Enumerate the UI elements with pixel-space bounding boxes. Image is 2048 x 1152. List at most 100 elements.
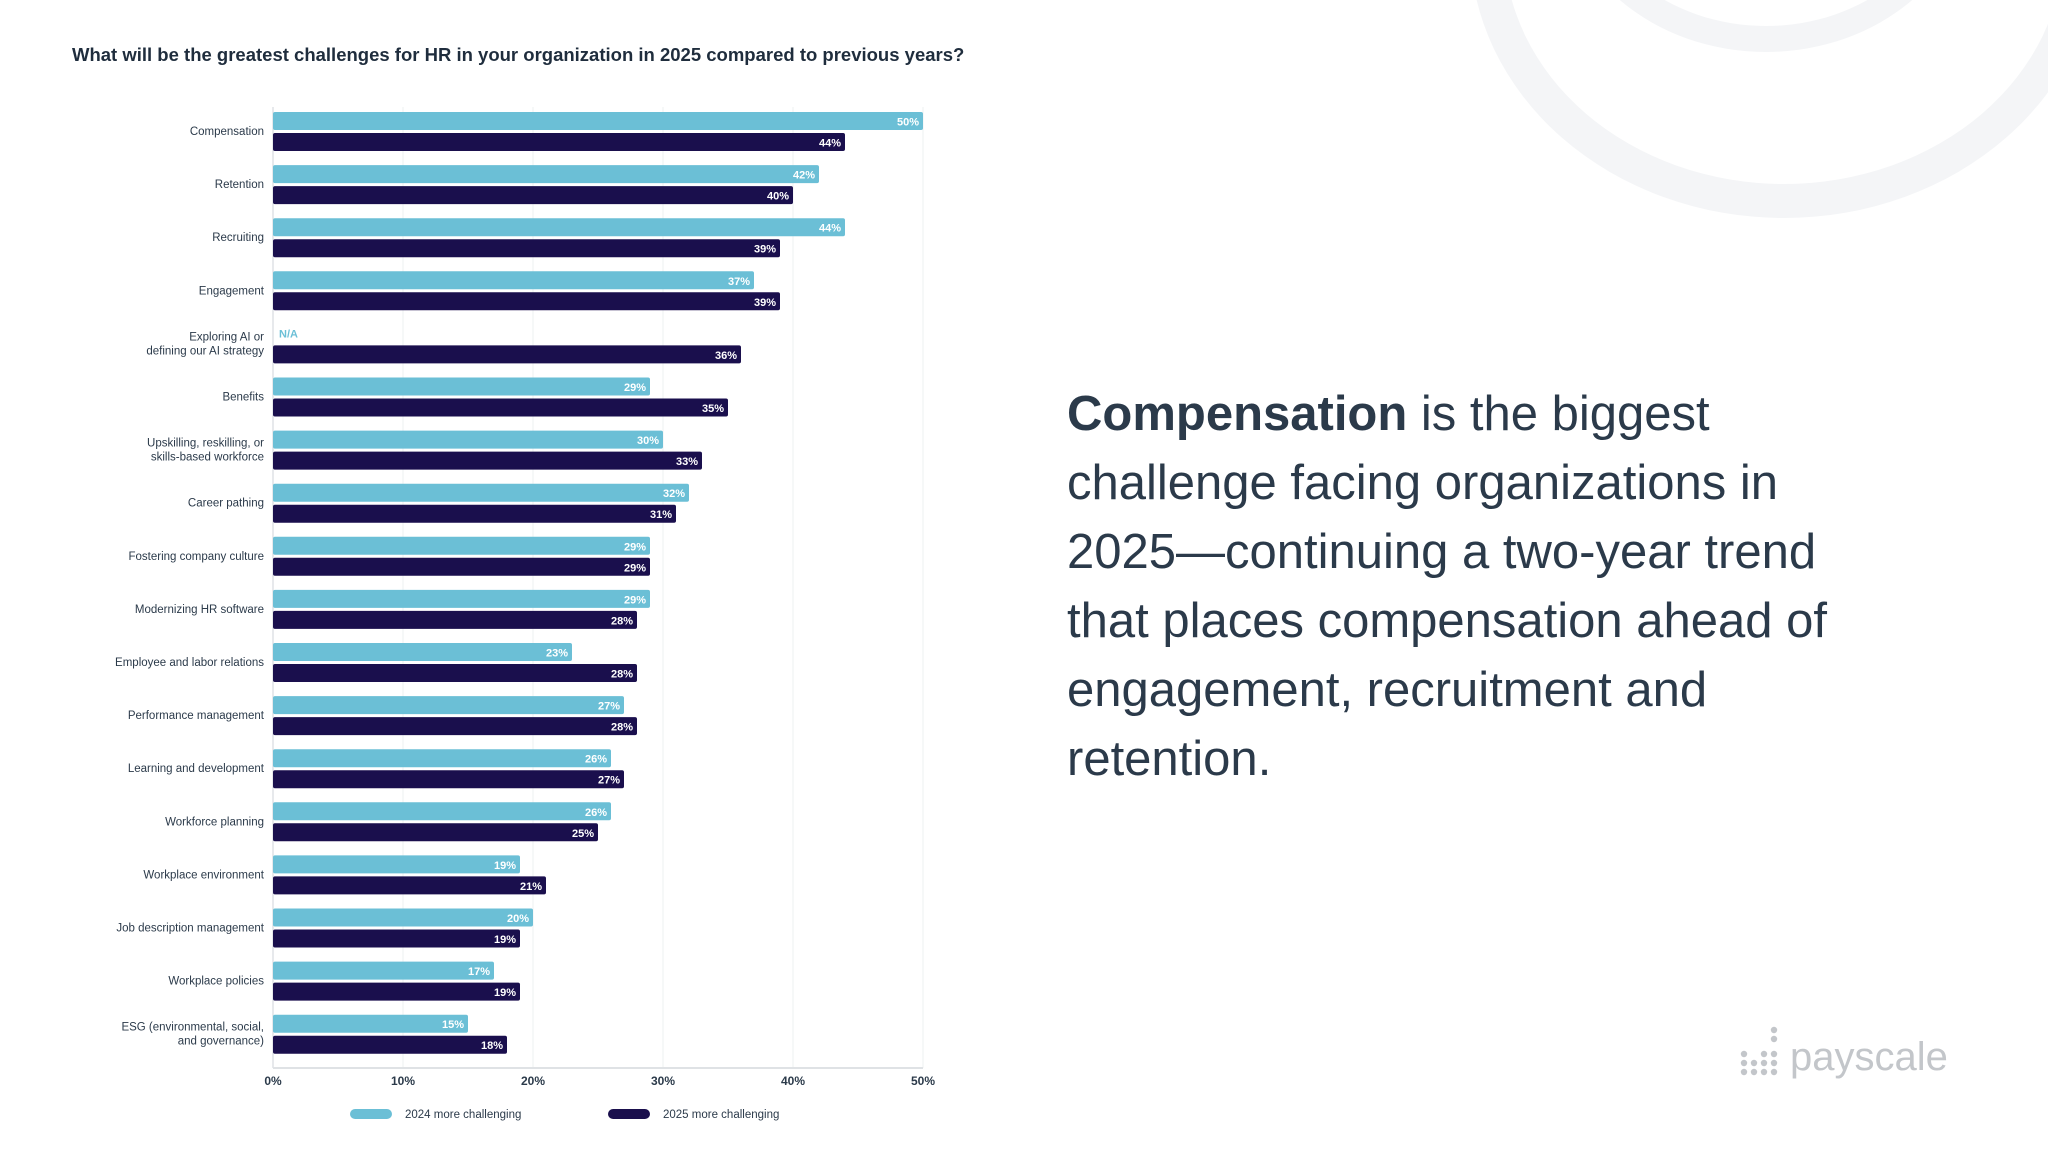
data-label: 28% [611, 722, 633, 734]
data-label: 17% [468, 966, 490, 978]
bar-2024 [273, 589, 650, 608]
data-label: 39% [754, 297, 776, 309]
category-label: Workforce planning [165, 816, 264, 828]
data-label: 42% [793, 170, 815, 182]
logo-text: payscale [1790, 1035, 1948, 1079]
data-label: 33% [676, 456, 698, 468]
x-tick-label: 40% [781, 1074, 805, 1088]
data-label: 26% [585, 807, 607, 819]
category-label: Job description management [116, 923, 264, 935]
category-label: ESG (environmental, social, [121, 1022, 264, 1034]
data-label: 27% [598, 701, 620, 713]
data-label: 29% [624, 594, 646, 606]
bar-2024 [273, 696, 624, 715]
category-label: Upskilling, reskilling, or [147, 438, 264, 450]
bar-2025 [273, 610, 637, 629]
legend-swatch [608, 1109, 650, 1119]
data-label: 40% [767, 191, 789, 203]
bar-2024 [273, 483, 689, 502]
data-label: 50% [897, 117, 919, 129]
bar-2024 [273, 855, 520, 874]
x-tick-label: 10% [391, 1074, 415, 1088]
bar-2025 [273, 345, 741, 364]
bar-2025 [273, 929, 520, 948]
bar-2024 [273, 961, 494, 980]
category-label: Benefits [222, 392, 264, 404]
data-label: 28% [611, 615, 633, 627]
x-tick-label: 30% [651, 1074, 675, 1088]
headline-bold: Compensation [1067, 387, 1408, 441]
data-label: 21% [520, 881, 542, 893]
missing-value-label: N/A [279, 328, 298, 340]
payscale-logo: payscale [1740, 1025, 1948, 1077]
data-label: 25% [572, 828, 594, 840]
headline-rest: is the biggest challenge facing organiza… [1067, 387, 1828, 786]
bar-2025 [273, 717, 637, 736]
bar-2024 [273, 430, 663, 449]
headline-text: Compensation is the biggest challenge fa… [1067, 380, 1887, 794]
chart-title: What will be the greatest challenges for… [72, 44, 965, 65]
bar-2025 [273, 1035, 507, 1054]
x-tick-label: 0% [264, 1074, 282, 1088]
category-label: skills-based workforce [151, 452, 264, 464]
category-label: Workplace policies [168, 976, 264, 988]
bar-chart: 0% 10% 20% 30% 40% 50% Compensation 50% 44% Reten… [115, 107, 935, 1121]
bar-2025 [273, 186, 793, 205]
bar-2024 [273, 377, 650, 396]
data-label: 30% [637, 435, 659, 447]
legend-swatch [350, 1109, 392, 1119]
bar-2024 [273, 749, 611, 768]
legend-label: 2024 more challenging [405, 1109, 521, 1121]
bar-2025 [273, 292, 780, 311]
category-label: Exploring AI or [189, 331, 264, 343]
data-label: 29% [624, 562, 646, 574]
category-label: Compensation [190, 126, 264, 138]
data-label: 44% [819, 138, 841, 150]
category-label: defining our AI strategy [146, 345, 264, 357]
category-label: Workplace environment [143, 869, 264, 881]
data-label: 39% [754, 244, 776, 256]
data-label: 15% [442, 1019, 464, 1031]
data-label: 19% [494, 987, 516, 999]
category-label: Retention [215, 179, 264, 191]
bar-2025 [273, 398, 728, 417]
data-label: 31% [650, 509, 672, 521]
data-label: 28% [611, 669, 633, 681]
bar-2024 [273, 1014, 468, 1033]
bar-2025 [273, 451, 702, 470]
data-label: 32% [663, 488, 685, 500]
legend-label: 2025 more challenging [663, 1109, 779, 1121]
bar-2024 [273, 112, 923, 130]
bar-2024 [273, 802, 611, 821]
x-tick-label: 50% [911, 1074, 935, 1088]
bar-2024 [273, 908, 533, 927]
bar-2025 [273, 664, 637, 682]
bar-2025 [273, 770, 624, 789]
data-label: 20% [507, 913, 529, 925]
category-label: Employee and labor relations [115, 657, 264, 669]
bar-2025 [273, 557, 650, 576]
data-label: 29% [624, 382, 646, 394]
category-label: Career pathing [188, 498, 264, 510]
data-label: 19% [494, 934, 516, 946]
bar-2025 [273, 133, 845, 151]
x-tick-label: 20% [521, 1074, 545, 1088]
data-label: 27% [598, 775, 620, 787]
category-label: Recruiting [212, 232, 264, 244]
category-label: Performance management [128, 710, 265, 722]
data-label: 36% [715, 350, 737, 362]
bar-2025 [273, 239, 780, 258]
logo-dots-icon [1740, 1026, 1778, 1076]
data-label: 44% [819, 223, 841, 235]
data-label: 29% [624, 541, 646, 553]
data-label: 26% [585, 754, 607, 766]
category-label: Fostering company culture [128, 551, 264, 563]
bar-2024 [273, 218, 845, 237]
bar-2024 [273, 643, 572, 661]
data-label: 23% [546, 648, 568, 660]
category-label: Learning and development [128, 763, 265, 775]
category-label: and governance) [178, 1036, 264, 1048]
category-label: Engagement [199, 285, 265, 297]
data-label: 35% [702, 403, 724, 415]
bar-2025 [273, 504, 676, 523]
